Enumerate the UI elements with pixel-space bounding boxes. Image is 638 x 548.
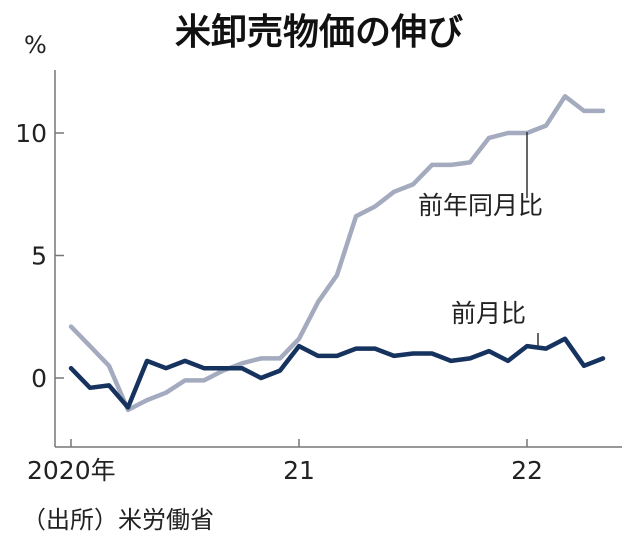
series-lines — [68, 94, 606, 413]
x-tick-label: 22 — [511, 456, 543, 485]
series-line-annual — [68, 94, 606, 413]
y-unit-label: % — [24, 31, 47, 59]
series-line-monthly — [68, 336, 606, 410]
chart-title: 米卸売物価の伸び — [175, 12, 463, 53]
x-tick-label: 2020年 — [27, 456, 116, 485]
y-tick-label: 10 — [15, 119, 47, 148]
source-note: （出所）米労働省 — [22, 506, 214, 534]
x-tick-label: 21 — [283, 456, 315, 485]
series-label-annual: 前年同月比 — [418, 191, 543, 220]
y-tick-label: 5 — [31, 242, 47, 271]
series-label-monthly: 前月比 — [451, 299, 526, 328]
series-labels: 前年同月比 前月比 — [418, 132, 543, 346]
axes: 0 5 10 2020年 21 22 — [15, 70, 622, 485]
y-tick-label: 0 — [31, 364, 47, 393]
